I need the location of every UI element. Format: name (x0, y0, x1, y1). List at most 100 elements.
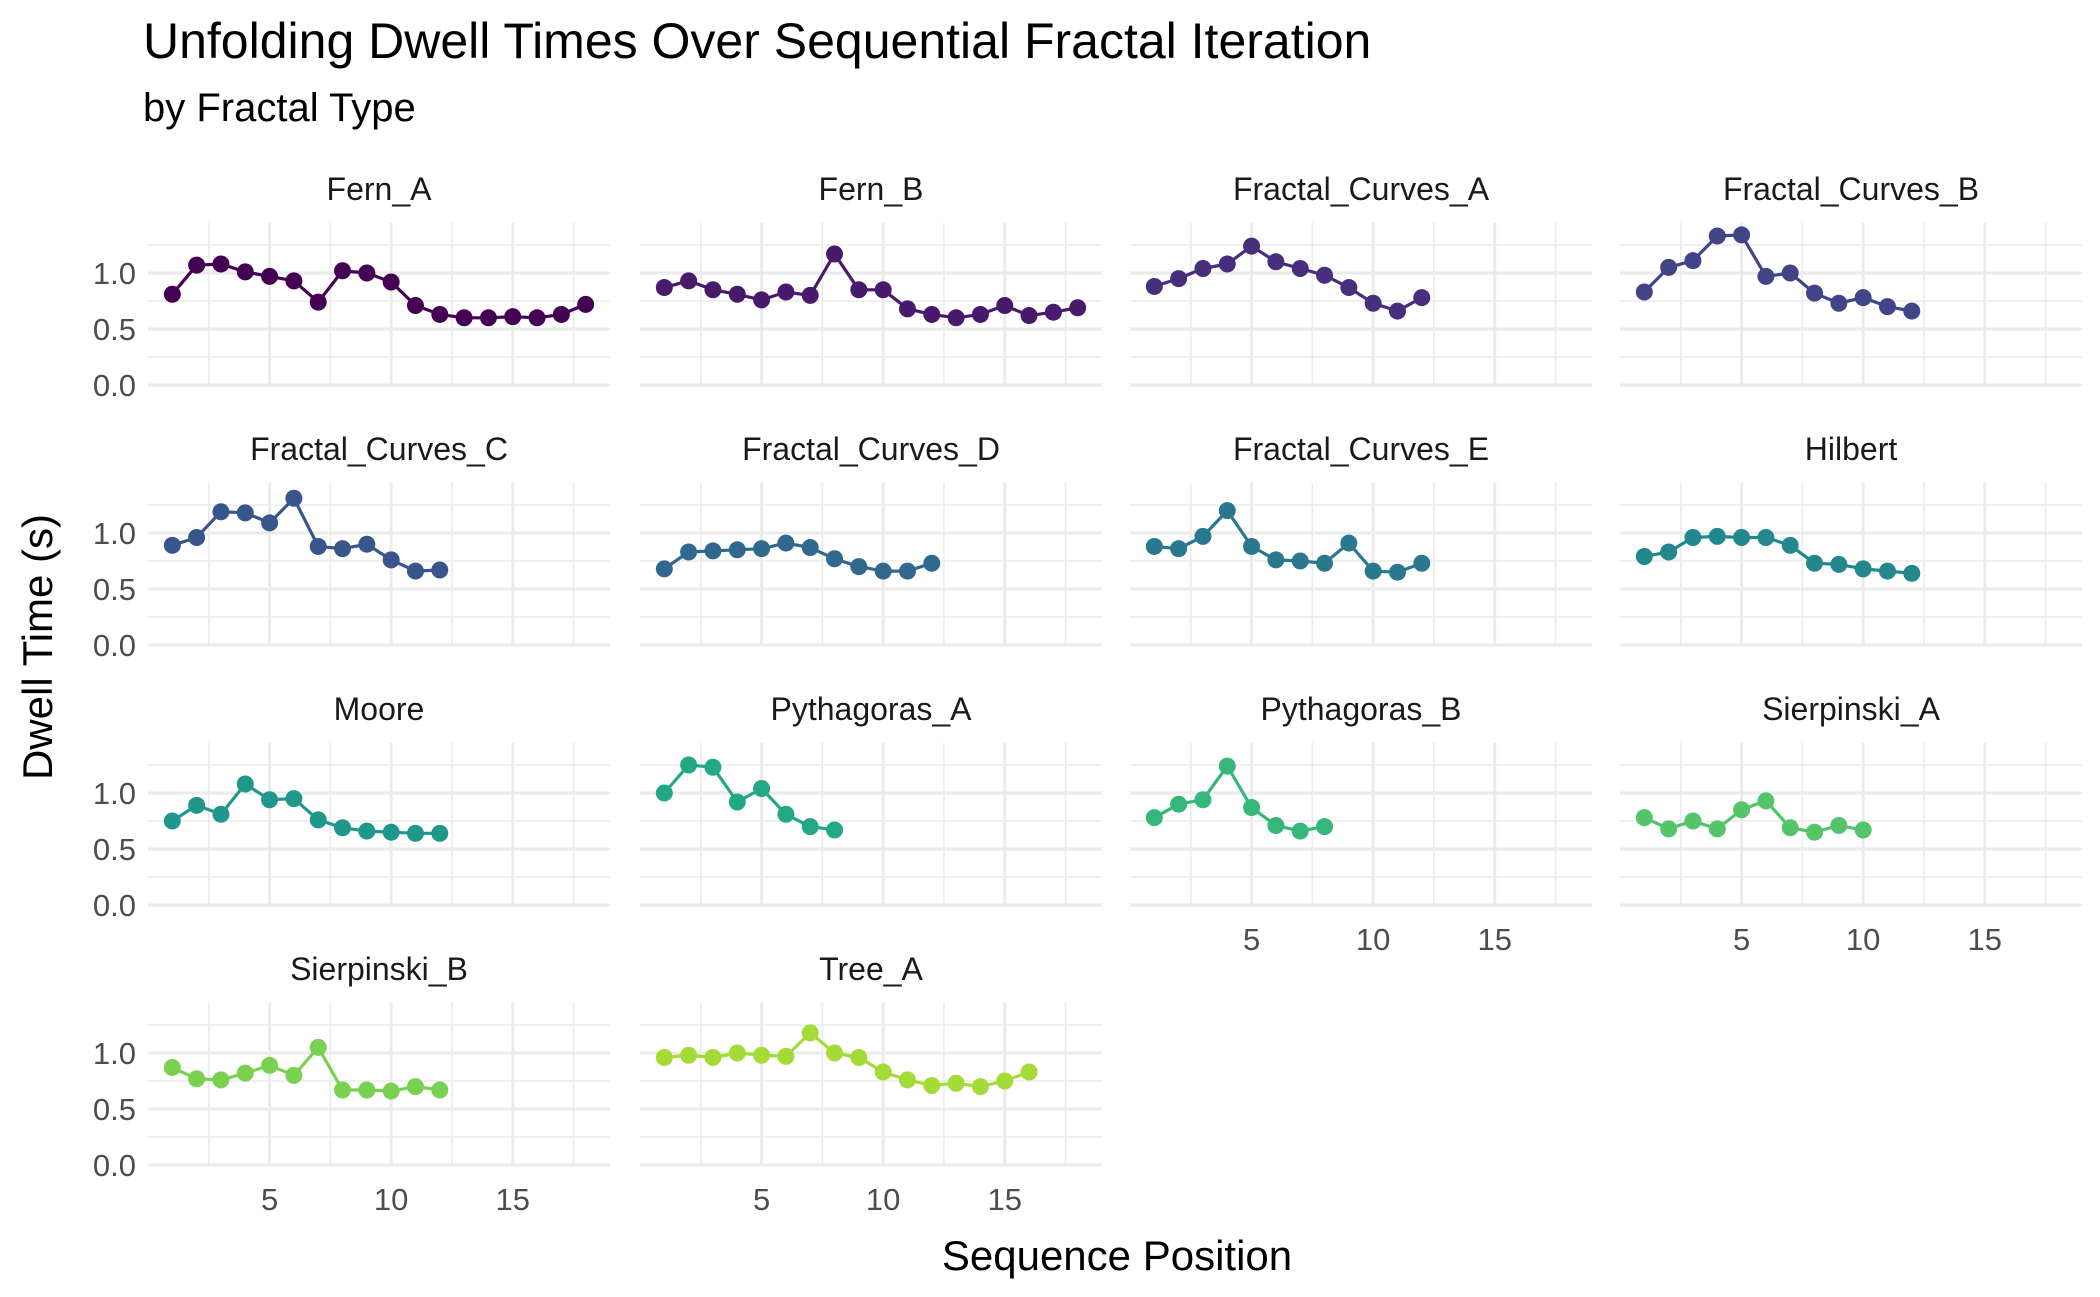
data-point (1684, 252, 1702, 270)
chart-title: Unfolding Dwell Times Over Sequential Fr… (143, 13, 1371, 69)
series-line (664, 1031, 1030, 1089)
data-point (358, 1081, 376, 1099)
data-point (334, 540, 352, 558)
data-point (1733, 801, 1751, 819)
data-point (923, 1076, 941, 1094)
x-tick-label: 5 (753, 1182, 770, 1217)
data-point (1684, 528, 1702, 546)
facet-fractal-curves-c: Fractal_Curves_C 0.0 0.5 1.0 (93, 431, 610, 663)
data-point (1388, 302, 1406, 320)
data-point (188, 796, 206, 814)
data-point (826, 821, 844, 839)
data-point (552, 305, 570, 323)
x-tick-label: 15 (987, 1182, 1021, 1217)
data-point (826, 245, 844, 263)
data-point (923, 305, 941, 323)
data-point (1291, 552, 1309, 570)
data-point (1854, 821, 1872, 839)
data-point (406, 296, 424, 314)
data-point (382, 273, 400, 291)
facet-fractal-curves-d: Fractal_Curves_D (640, 431, 1102, 647)
data-point (1364, 562, 1382, 580)
data-point (163, 285, 181, 303)
data-point (655, 279, 673, 297)
data-point (334, 819, 352, 837)
data-point (728, 1044, 746, 1062)
data-point (680, 272, 698, 290)
data-point (236, 263, 254, 281)
facet-sierpinski-a: Sierpinski_A 5 10 15 (1620, 691, 2082, 957)
data-point (996, 296, 1014, 314)
data-point (1635, 809, 1653, 827)
data-point (577, 295, 595, 313)
data-point (1733, 226, 1751, 244)
data-point (898, 300, 916, 318)
data-point (728, 285, 746, 303)
x-tick-label: 15 (1477, 922, 1511, 957)
data-point (261, 1056, 279, 1074)
facet-fern-b: Fern_B (640, 171, 1102, 387)
data-point (704, 542, 722, 560)
data-point (1316, 266, 1334, 284)
data-point (261, 267, 279, 285)
data-point (188, 256, 206, 274)
x-tick-label: 5 (1733, 922, 1750, 957)
data-point (406, 1078, 424, 1096)
y-tick-label: 1.0 (93, 516, 136, 551)
series-line (1154, 509, 1423, 574)
series-line (663, 541, 933, 573)
data-point (1413, 554, 1431, 572)
data-point (212, 1071, 230, 1089)
facet-label: Tree_A (819, 951, 923, 987)
data-point (188, 1070, 206, 1088)
data-point (1316, 818, 1334, 836)
facet-label: Fractal_Curves_E (1233, 431, 1489, 467)
facet-label: Fractal_Curves_A (1233, 171, 1490, 207)
x-tick-label: 10 (866, 1182, 900, 1217)
facet-label: Fractal_Curves_D (742, 431, 1000, 467)
facet-label: Sierpinski_B (290, 951, 468, 987)
data-point (163, 812, 181, 830)
y-tick-label: 0.5 (93, 312, 136, 347)
data-point (655, 784, 673, 802)
data-point (753, 291, 771, 309)
data-point (1291, 822, 1309, 840)
x-tick-label: 10 (1846, 922, 1880, 957)
series-line (171, 496, 440, 573)
facet-label: Hilbert (1805, 431, 1898, 467)
data-point (753, 1046, 771, 1064)
data-point (309, 537, 327, 555)
data-point (163, 536, 181, 554)
data-point (261, 791, 279, 809)
data-point (777, 534, 795, 552)
data-point (382, 1082, 400, 1100)
data-point (285, 790, 303, 808)
facet-panels: Fern_A 0.0 0.5 1.0 Fern_B Fractal_Curves_A Fra… (93, 171, 2082, 1217)
data-point (704, 281, 722, 299)
data-point (1340, 279, 1358, 297)
facet-label: Moore (334, 691, 425, 727)
data-point (1145, 277, 1163, 295)
data-point (163, 1059, 181, 1077)
data-point (971, 305, 989, 323)
data-point (1020, 1063, 1038, 1081)
data-point (309, 1038, 327, 1056)
data-point (801, 1024, 819, 1042)
data-point (826, 1044, 844, 1062)
data-point (1757, 528, 1775, 546)
data-point (1708, 527, 1726, 545)
data-point (479, 309, 497, 327)
series-line (663, 252, 1078, 320)
data-point (704, 1048, 722, 1066)
data-point (728, 541, 746, 559)
data-point (1903, 302, 1921, 320)
x-tick-label: 10 (374, 1182, 408, 1217)
y-tick-label: 1.0 (93, 1036, 136, 1071)
x-tick-label: 15 (1967, 922, 2001, 957)
data-point (1757, 267, 1775, 285)
data-point (334, 262, 352, 280)
data-point (1781, 819, 1799, 837)
data-point (1878, 298, 1896, 316)
facet-label: Fern_B (819, 171, 924, 207)
facet-label: Pythagoras_A (770, 691, 972, 727)
